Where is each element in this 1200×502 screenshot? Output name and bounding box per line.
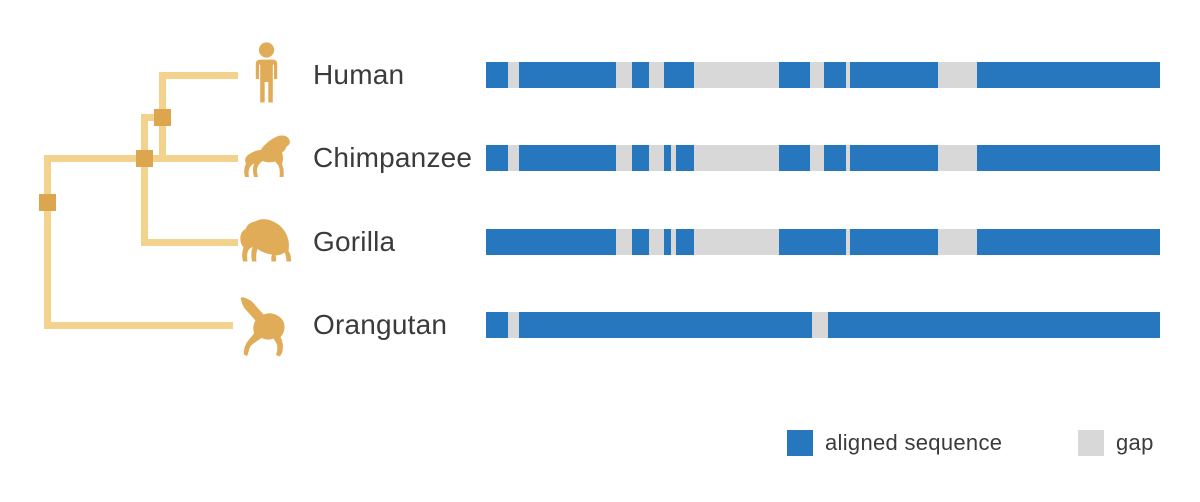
gap-segment bbox=[846, 145, 850, 171]
gap-segment bbox=[694, 229, 779, 255]
african-ape-ancestor-node bbox=[135, 149, 153, 167]
gap-segment bbox=[616, 62, 632, 88]
aligned-segment bbox=[632, 229, 649, 255]
aligned-segment bbox=[779, 145, 810, 171]
gap-segment bbox=[671, 229, 676, 255]
gap-segment bbox=[508, 145, 519, 171]
legend-item-gap: gap bbox=[1078, 430, 1154, 456]
gap-segment bbox=[938, 145, 977, 171]
gap-segment bbox=[508, 62, 519, 88]
orangutan-branch bbox=[43, 321, 233, 329]
gap-segment bbox=[671, 145, 676, 171]
gorilla-icon bbox=[236, 218, 296, 262]
gap-segment bbox=[846, 229, 850, 255]
aligned-segment bbox=[519, 312, 812, 338]
gap-segment bbox=[508, 312, 519, 338]
aligned-segment bbox=[632, 145, 649, 171]
aligned-segment bbox=[828, 312, 1160, 338]
aligned-segment bbox=[486, 312, 508, 338]
legend-label-gap: gap bbox=[1116, 430, 1154, 455]
aligned-segment bbox=[632, 62, 649, 88]
gap-segment bbox=[616, 145, 632, 171]
human-chimp-stub bbox=[140, 113, 166, 121]
gap-segment bbox=[810, 145, 824, 171]
aligned-segment bbox=[850, 229, 938, 255]
gap-segment bbox=[649, 62, 664, 88]
aligned-segment bbox=[824, 62, 846, 88]
sequence-bar-chimpanzee bbox=[486, 145, 1160, 171]
orangutan-icon bbox=[237, 296, 296, 357]
gap-segment bbox=[694, 145, 779, 171]
human-chimp-ancestor-node bbox=[153, 108, 171, 126]
sequence-bar-gorilla bbox=[486, 229, 1160, 255]
aligned-segment bbox=[486, 145, 508, 171]
sequence-bar-orangutan bbox=[486, 312, 1160, 338]
aligned-segment bbox=[676, 145, 694, 171]
gap-segment bbox=[649, 229, 664, 255]
legend-item-aligned-sequence: aligned sequence bbox=[787, 430, 1002, 456]
aligned-segment bbox=[977, 229, 1160, 255]
species-label-chimpanzee: Chimpanzee bbox=[313, 142, 473, 173]
gap-segment bbox=[812, 312, 828, 338]
human-branch bbox=[158, 71, 238, 79]
species-label-human: Human bbox=[313, 59, 405, 90]
gap-segment bbox=[616, 229, 632, 255]
legend-label-aligned-sequence: aligned sequence bbox=[825, 430, 1003, 455]
aligned-segment bbox=[486, 229, 616, 255]
aligned-segment bbox=[676, 229, 694, 255]
aligned-segment bbox=[850, 62, 938, 88]
aligned-segment bbox=[850, 145, 938, 171]
aligned-segment bbox=[664, 145, 671, 171]
hcg-vertical bbox=[140, 113, 148, 246]
aligned-segment bbox=[977, 145, 1160, 171]
aligned-segment bbox=[664, 62, 694, 88]
root-vertical bbox=[43, 154, 51, 329]
gap-segment bbox=[649, 145, 664, 171]
aligned-segment bbox=[519, 145, 616, 171]
gap-segment bbox=[938, 229, 977, 255]
species-label-gorilla: Gorilla bbox=[313, 226, 396, 257]
aligned-segment bbox=[664, 229, 671, 255]
aligned-segment bbox=[977, 62, 1160, 88]
aligned-segment bbox=[519, 62, 616, 88]
gap-swatch bbox=[1078, 430, 1104, 456]
species-label-orangutan: Orangutan bbox=[313, 309, 448, 340]
human-icon bbox=[250, 42, 283, 104]
aligned-sequence-swatch bbox=[787, 430, 813, 456]
gap-segment bbox=[846, 62, 850, 88]
sequence-bar-human bbox=[486, 62, 1160, 88]
aligned-segment bbox=[824, 145, 846, 171]
gap-segment bbox=[938, 62, 977, 88]
aligned-segment bbox=[779, 62, 810, 88]
gap-segment bbox=[694, 62, 779, 88]
aligned-segment bbox=[486, 62, 508, 88]
gap-segment bbox=[810, 62, 824, 88]
chimpanzee-icon bbox=[241, 132, 292, 178]
great-ape-ancestor-node bbox=[38, 193, 56, 211]
gorilla-branch bbox=[140, 238, 238, 246]
aligned-segment bbox=[779, 229, 846, 255]
